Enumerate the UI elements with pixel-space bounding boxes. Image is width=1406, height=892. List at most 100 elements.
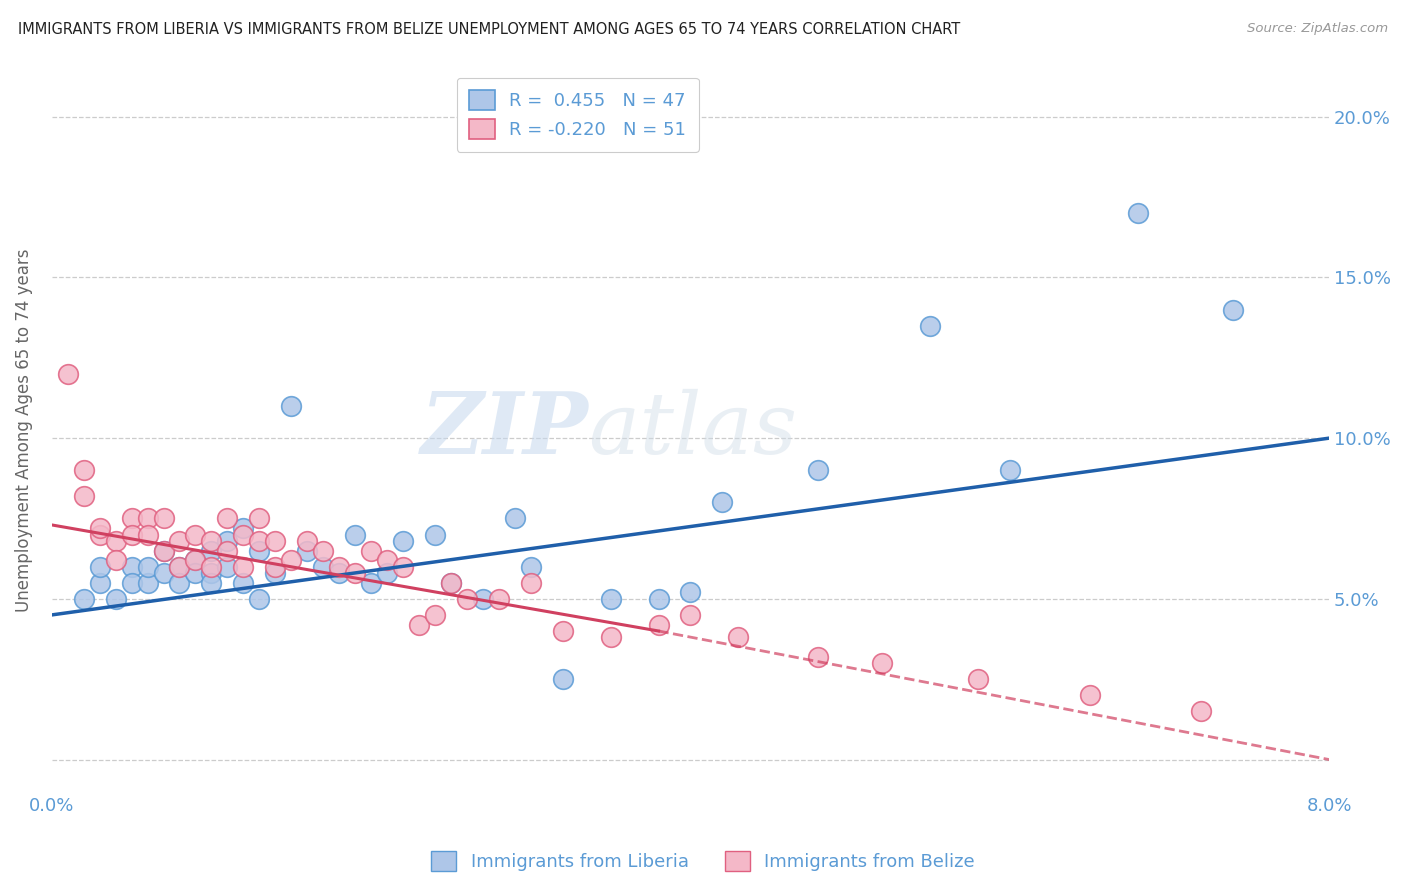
Point [328,566,350,581]
Point [169,559,191,574]
Point [297,543,319,558]
Point [360,575,382,590]
Point [297,533,319,548]
Point [247,511,270,525]
Point [807,649,830,664]
Point [551,672,574,686]
Point [408,617,430,632]
Text: atlas: atlas [588,389,797,472]
Point [440,575,463,590]
Point [232,559,254,574]
Point [1078,688,1101,702]
Point [121,511,143,525]
Point [217,543,239,558]
Point [520,575,543,590]
Point [184,553,207,567]
Point [152,566,174,581]
Point [121,559,143,574]
Point [169,533,191,548]
Y-axis label: Unemployment Among Ages 65 to 74 years: Unemployment Among Ages 65 to 74 years [15,248,32,612]
Point [966,672,988,686]
Point [392,559,415,574]
Point [280,553,302,567]
Point [918,318,941,333]
Point [360,543,382,558]
Point [264,533,287,548]
Legend: R =  0.455   N = 47, R = -0.220   N = 51: R = 0.455 N = 47, R = -0.220 N = 51 [457,78,699,152]
Legend: Immigrants from Liberia, Immigrants from Belize: Immigrants from Liberia, Immigrants from… [423,844,983,879]
Point [200,566,222,581]
Point [870,656,893,670]
Point [727,631,749,645]
Point [344,566,367,581]
Point [599,631,621,645]
Point [152,543,174,558]
Point [232,521,254,535]
Point [423,527,446,541]
Point [121,575,143,590]
Point [599,591,621,606]
Point [1126,206,1149,220]
Point [200,559,222,574]
Point [1222,302,1244,317]
Point [104,591,127,606]
Point [328,559,350,574]
Point [89,521,111,535]
Point [56,367,79,381]
Point [520,559,543,574]
Point [503,511,526,525]
Point [312,543,335,558]
Point [73,489,96,503]
Point [471,591,494,606]
Point [184,553,207,567]
Point [136,559,159,574]
Point [184,527,207,541]
Point [73,463,96,477]
Point [232,575,254,590]
Point [679,607,702,622]
Point [217,559,239,574]
Point [280,399,302,413]
Point [136,527,159,541]
Point [807,463,830,477]
Point [152,543,174,558]
Point [392,533,415,548]
Point [169,575,191,590]
Point [998,463,1021,477]
Point [89,575,111,590]
Point [488,591,510,606]
Point [232,527,254,541]
Point [136,511,159,525]
Point [121,527,143,541]
Point [217,511,239,525]
Point [711,495,734,509]
Point [152,511,174,525]
Point [456,591,478,606]
Text: IMMIGRANTS FROM LIBERIA VS IMMIGRANTS FROM BELIZE UNEMPLOYMENT AMONG AGES 65 TO : IMMIGRANTS FROM LIBERIA VS IMMIGRANTS FR… [18,22,960,37]
Text: Source: ZipAtlas.com: Source: ZipAtlas.com [1247,22,1388,36]
Point [247,543,270,558]
Point [264,566,287,581]
Point [200,533,222,548]
Point [344,527,367,541]
Point [440,575,463,590]
Point [423,607,446,622]
Point [647,617,669,632]
Point [647,591,669,606]
Point [73,591,96,606]
Point [136,575,159,590]
Text: ZIP: ZIP [420,388,588,472]
Point [264,559,287,574]
Point [247,591,270,606]
Point [169,559,191,574]
Point [375,553,398,567]
Point [89,559,111,574]
Point [1189,704,1212,718]
Point [104,533,127,548]
Point [375,566,398,581]
Point [89,527,111,541]
Point [679,585,702,599]
Point [217,533,239,548]
Point [200,575,222,590]
Point [551,624,574,638]
